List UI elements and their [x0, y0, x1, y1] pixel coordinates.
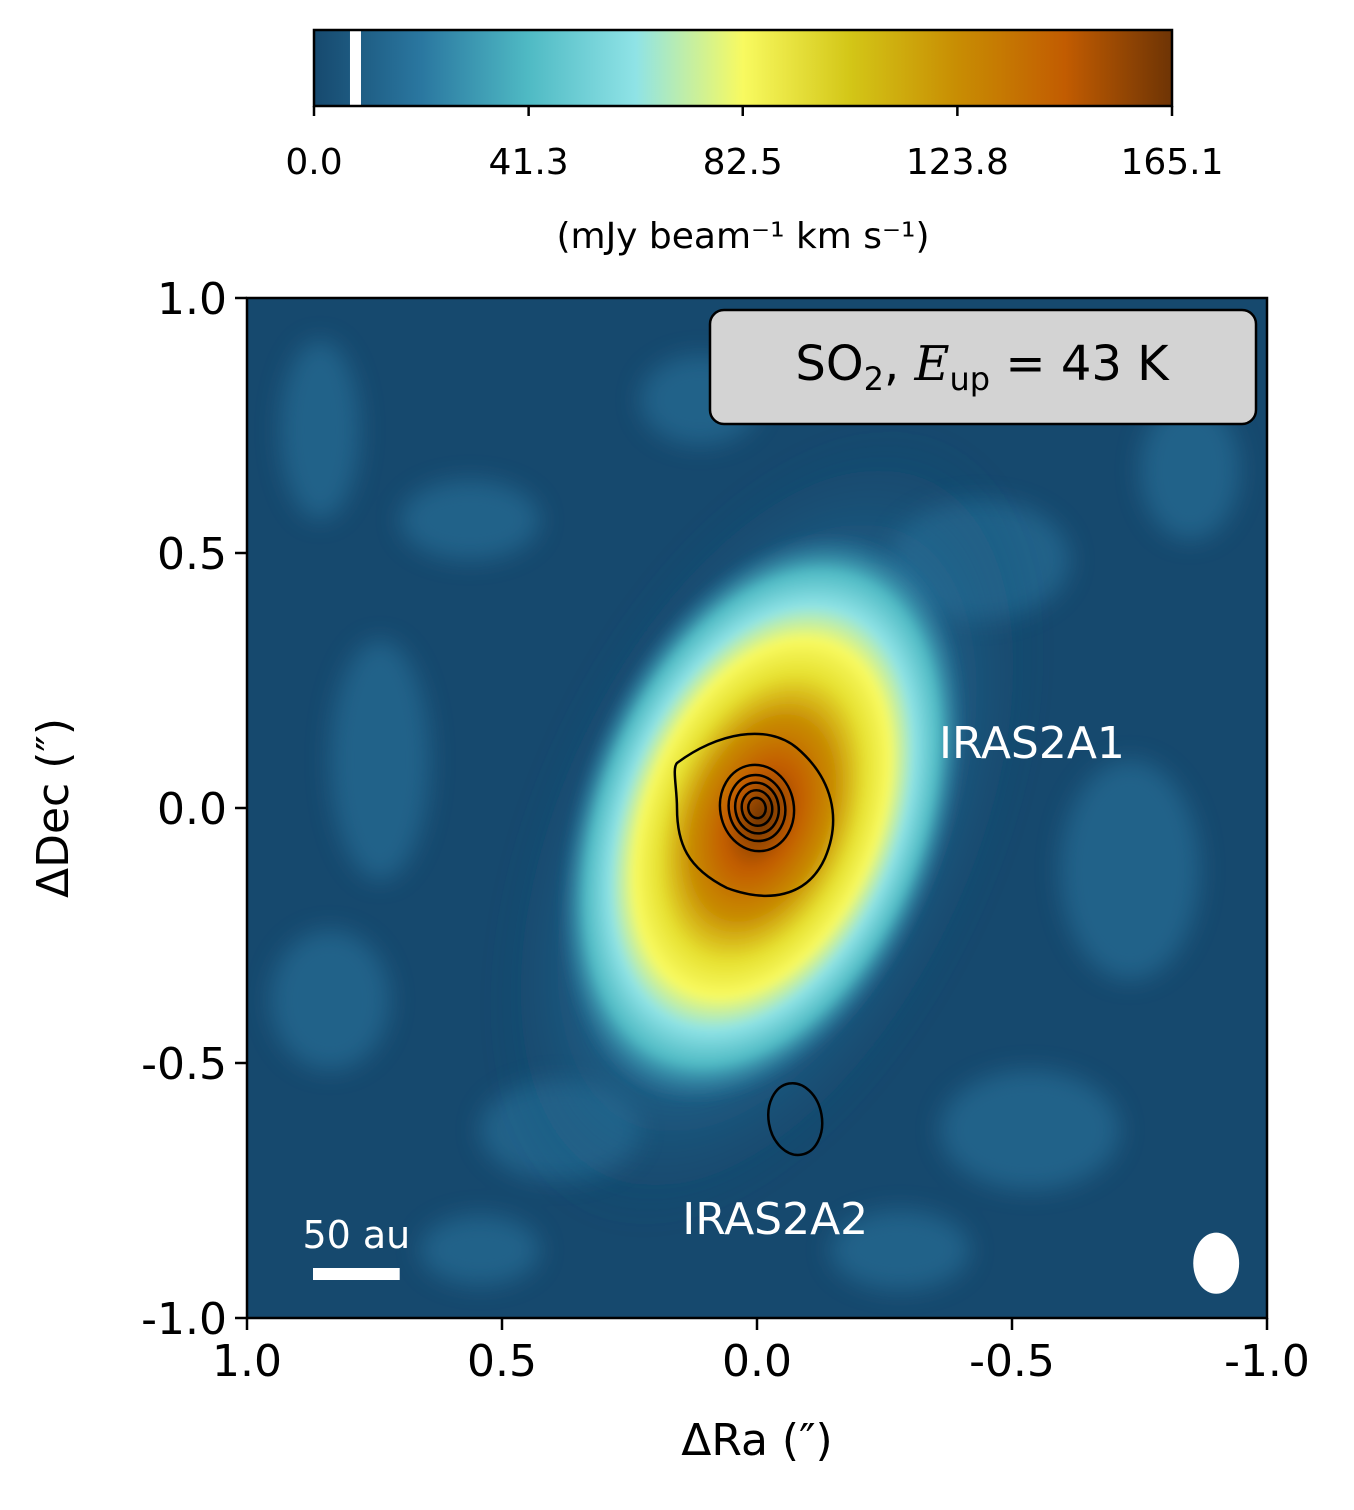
contour-iras2a2 — [767, 1081, 824, 1157]
colorbar-label: (mJy beam⁻¹ km s⁻¹) — [556, 216, 929, 257]
source-label-iras2a2: IRAS2A2 — [682, 1194, 868, 1245]
contour-outer — [673, 732, 835, 898]
annotation-text: SO2, Eup = 43 K — [795, 336, 1170, 398]
colorbar-level-marker — [349, 30, 361, 106]
heatmap-plot: 50 au IRAS2A1 IRAS2A2 — [247, 298, 1267, 1318]
contour-inner — [718, 763, 796, 853]
scale-bar — [313, 1268, 400, 1280]
colorbar-tick-label: 82.5 — [703, 142, 783, 183]
x-tick-label: 1.0 — [212, 1336, 282, 1387]
y-axis-ticks: 1.0 0.5 0.0 -0.5 -1.0 — [141, 274, 247, 1345]
y-tick-label: 0.5 — [157, 529, 227, 580]
x-axis-label: ΔRa (″) — [681, 1415, 832, 1466]
line-annotation: SO2, Eup = 43 K — [708, 308, 1258, 426]
continuum-contours — [673, 732, 835, 1157]
colorbar-tick-label: 0.0 — [285, 142, 342, 183]
x-tick-label: 0.5 — [467, 1336, 537, 1387]
contour-inner — [740, 788, 774, 828]
colorbar-tick-label: 165.1 — [1120, 142, 1223, 183]
contour-inner — [727, 773, 787, 843]
beam-ellipse — [1193, 1232, 1240, 1294]
y-tick-label: -1.0 — [141, 1294, 227, 1345]
colorbar-tick-label: 123.8 — [906, 142, 1009, 183]
source-label-iras2a1: IRAS2A1 — [939, 718, 1125, 769]
x-axis-ticks: 1.0 0.5 0.0 -0.5 -1.0 — [212, 1318, 1310, 1387]
y-tick-label: 1.0 — [157, 274, 227, 325]
x-tick-label: 0.0 — [722, 1336, 792, 1387]
y-tick-label: -0.5 — [141, 1039, 227, 1090]
y-axis-label: ΔDec (″) — [28, 718, 79, 898]
annotation-box — [708, 308, 1258, 426]
colorbar-tick-label: 41.3 — [489, 142, 569, 183]
scale-bar-label: 50 au — [302, 1213, 410, 1257]
colorbar-gradient — [314, 30, 1172, 106]
colorbar: 0.0 41.3 82.5 123.8 165.1 (mJy beam⁻¹ km s⁻¹… — [285, 28, 1224, 257]
x-tick-label: -0.5 — [969, 1336, 1055, 1387]
y-tick-label: 0.0 — [157, 784, 227, 835]
colorbar-ticks: 0.0 41.3 82.5 123.8 165.1 — [285, 106, 1224, 183]
contour-inner — [747, 796, 767, 820]
x-tick-label: -1.0 — [1224, 1336, 1310, 1387]
contour-inner — [733, 781, 781, 835]
